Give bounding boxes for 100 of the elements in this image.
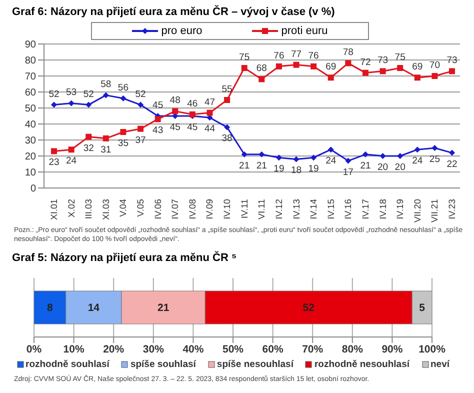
x-tick-label: VII.20 [412,199,422,223]
legend-label: pro euro [160,25,202,37]
data-label: 75 [394,52,406,63]
data-label: 45 [152,100,164,111]
y-tick-label: 60 [24,88,36,99]
x-tick-label: IV.13 [291,199,302,220]
y-tick-label: 80 [24,56,36,67]
data-label: 48 [170,95,180,106]
point [362,151,368,158]
data-label: 68 [256,63,267,74]
point [328,146,334,153]
data-label: 18 [290,165,302,176]
point [449,68,455,74]
x-tick-label: VII.21 [430,199,440,223]
chart-title: Graf 6: Názory na přijetí eura za měnu ČR – vývoj v čase (v %) [11,4,336,18]
point [138,102,144,108]
data-label: 5 [419,302,426,314]
point [120,95,126,102]
point [51,148,57,154]
y-tick-label: 10 [24,168,36,179]
x-tick-label: 50% [222,344,244,356]
x-tick-label: 10% [63,344,85,356]
data-label: 53 [66,87,77,98]
x-tick-label: IV.15 [326,199,336,220]
y-tick-label: 50 [24,104,36,115]
data-label: 76 [308,50,319,62]
data-label: 45 [170,122,180,133]
data-label: 73 [446,55,458,66]
legend-label: neví [430,359,450,370]
data-label: 32 [83,142,94,154]
point [224,124,230,130]
x-tick-label: 70% [302,344,324,356]
data-label: 17 [342,166,354,178]
data-label: 19 [274,164,284,175]
data-label: 70 [429,60,440,71]
data-label: 72 [360,56,371,68]
x-tick-label: IV.17 [360,199,370,220]
x-tick-label: 100% [418,344,446,356]
data-label: 52 [83,88,94,100]
x-tick-label: IV.19 [395,199,406,220]
x-tick-label: IV.09 [204,199,215,220]
data-label: 24 [66,156,77,167]
point [328,74,334,81]
point [86,134,92,140]
point [293,156,300,162]
data-label: 78 [342,47,354,58]
y-tick-label: 90 [24,40,36,51]
point [258,76,265,82]
point [172,108,178,114]
legend-label: rozhodně souhlasí [24,359,110,370]
data-label: 24 [326,156,336,167]
data-label: 55 [222,84,232,95]
x-tick-label: V.04 [118,199,128,217]
point [241,65,248,71]
y-tick-label: 30 [24,136,36,147]
point [138,126,144,132]
data-label: 73 [377,55,388,66]
data-label: 24 [412,156,423,167]
x-tick-label: IV.07 [170,199,180,220]
y-tick-label: 70 [24,72,36,83]
data-label: 22 [446,158,458,170]
chart-title: Graf 5: Názory na přijetí eura za měnu ČR ⁵ [11,250,238,264]
legend-label: spíše nesouhlasí [216,359,294,370]
point [102,135,109,142]
data-label: 47 [204,96,216,108]
data-label: 76 [274,50,284,62]
x-tick-label: IV.12 [274,199,284,220]
point [380,68,386,74]
x-tick-label: 80% [342,344,364,356]
x-tick-label: XI.01 [49,199,59,220]
x-tick-label: 40% [182,344,204,356]
point [345,60,352,66]
x-tick-label: IV.23 [447,199,457,220]
x-tick-label: V.05 [136,199,146,217]
legend-label: spíše souhlasí [129,359,196,370]
x-tick-label: IV.16 [343,199,354,220]
data-label: 35 [118,138,129,149]
point [68,146,74,153]
point [310,154,317,161]
x-tick-label: IV.08 [187,199,198,220]
x-tick-label: XI.03 [100,199,111,220]
x-tick-label: IV.18 [378,199,388,220]
data-label: 58 [100,79,112,90]
data-label: 46 [187,98,198,110]
point [241,151,248,158]
data-label: 69 [326,62,336,73]
data-label: 52 [135,88,146,100]
point [276,63,282,70]
point [362,70,368,76]
data-label: 37 [135,134,146,146]
data-label: 56 [118,82,129,94]
legend-label: rozhodně nesouhlasí [313,359,410,370]
x-tick-label: 60% [262,344,284,356]
point [51,102,57,108]
data-label: 20 [394,162,406,173]
data-label: 8 [47,302,53,314]
y-tick-label: 0 [30,184,36,195]
x-tick-label: 0% [26,344,42,356]
data-label: 75 [239,52,250,63]
point [414,146,420,153]
